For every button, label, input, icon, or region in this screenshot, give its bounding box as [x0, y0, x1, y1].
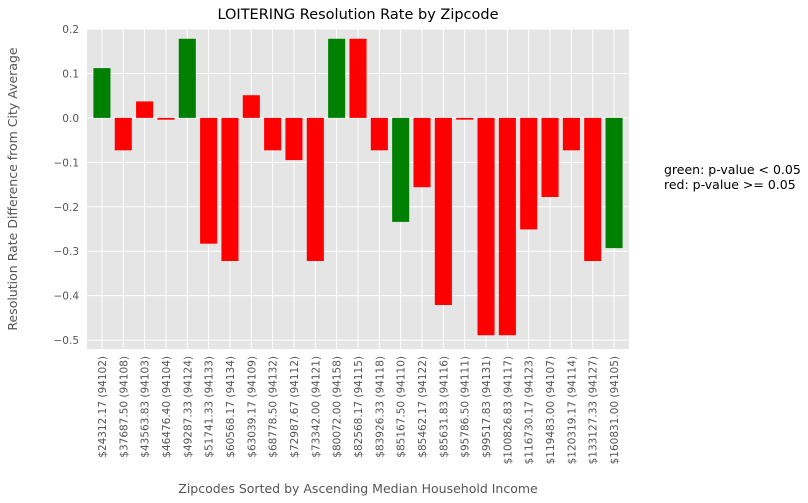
bar-4 [178, 38, 196, 118]
x-tick-label: $73342.00 (94121) [310, 356, 322, 458]
x-axis-label: Zipcodes Sorted by Ascending Median Hous… [178, 481, 538, 496]
y-axis-label: Resolution Rate Difference from City Ave… [5, 47, 20, 331]
bar-19 [498, 117, 516, 336]
x-tick-label: $72987.67 (94112) [289, 356, 301, 458]
y-tick-label: 0.0 [62, 113, 79, 125]
bar-15 [413, 117, 431, 188]
x-tick-label: $68778.50 (94132) [268, 356, 280, 458]
significance-note: green: p-value < 0.05 red: p-value >= 0.… [664, 162, 801, 192]
bar-5 [200, 117, 218, 244]
x-tick-label: $37687.50 (94108) [118, 356, 130, 458]
x-tick-label: $100826.83 (94117) [502, 356, 514, 464]
x-tick-label: $133127.33 (94127) [588, 356, 600, 464]
y-tick-label: −0.1 [54, 157, 80, 169]
bar-23 [584, 117, 602, 261]
x-tick-label: $83926.33 (94118) [374, 356, 386, 458]
x-tick-label: $63039.17 (94109) [246, 356, 258, 458]
bar-2 [136, 101, 154, 118]
x-tick-label: $46476.40 (94104) [161, 356, 173, 458]
x-tick-label: $82568.17 (94115) [353, 356, 365, 458]
x-tick-label: $95786.50 (94111) [460, 356, 472, 458]
y-tick-label: −0.5 [54, 335, 80, 347]
x-tick-label: $43563.83 (94103) [140, 356, 152, 458]
bar-6 [221, 117, 239, 261]
x-tick-label: $51741.33 (94133) [204, 356, 216, 458]
bar-0 [93, 68, 111, 118]
bar-8 [264, 117, 282, 151]
bar-10 [306, 117, 324, 261]
x-tick-label: $120319.17 (94114) [566, 356, 578, 464]
x-tick-label: $85462.17 (94122) [417, 356, 429, 458]
x-tick-label: $160831.00 (94105) [609, 356, 621, 464]
x-tick-labels: $24312.17 (94102) $37687.50 (94108) $43563… [97, 356, 621, 464]
x-tick-label: $49287.33 (94124) [182, 356, 194, 458]
bar-13 [370, 117, 388, 151]
x-tick-label: $24312.17 (94102) [97, 356, 109, 458]
x-tick-label: $119483.00 (94107) [545, 356, 557, 464]
bar-18 [477, 117, 495, 336]
bar-24 [605, 117, 623, 249]
chart-title: LOITERING Resolution Rate by Zipcode [217, 7, 498, 23]
bar-9 [285, 117, 303, 161]
x-tick-label: $80072.00 (94158) [332, 356, 344, 458]
y-tick-label: −0.4 [54, 291, 80, 303]
bars [93, 38, 623, 336]
bar-14 [392, 117, 410, 222]
x-tick-label: $116730.17 (94123) [524, 356, 536, 464]
x-tick-label: $85167.50 (94110) [396, 356, 408, 458]
y-tick-label: 0.1 [62, 68, 79, 80]
note-line-green: green: p-value < 0.05 [664, 162, 801, 177]
y-tick-label: −0.2 [54, 202, 80, 214]
y-tick-label: 0.2 [62, 24, 79, 36]
y-tick-labels: 0.2 0.1 0.0 −0.1 −0.2 −0.3 −0.4 −0.5 [54, 24, 80, 347]
bar-11 [328, 38, 346, 118]
x-tick-label: $60568.17 (94134) [225, 356, 237, 458]
bar-3 [157, 117, 175, 120]
x-tick-label: $85631.83 (94116) [438, 356, 450, 458]
note-line-red: red: p-value >= 0.05 [664, 177, 796, 192]
x-tick-label: $99517.83 (94131) [481, 356, 493, 458]
bar-17 [456, 117, 474, 120]
bar-12 [349, 38, 367, 118]
bar-21 [541, 117, 559, 197]
bar-16 [434, 117, 452, 305]
bar-1 [114, 117, 132, 151]
bar-22 [562, 117, 580, 151]
bar-7 [242, 95, 260, 118]
bar-20 [520, 117, 538, 230]
y-tick-label: −0.3 [54, 246, 80, 258]
